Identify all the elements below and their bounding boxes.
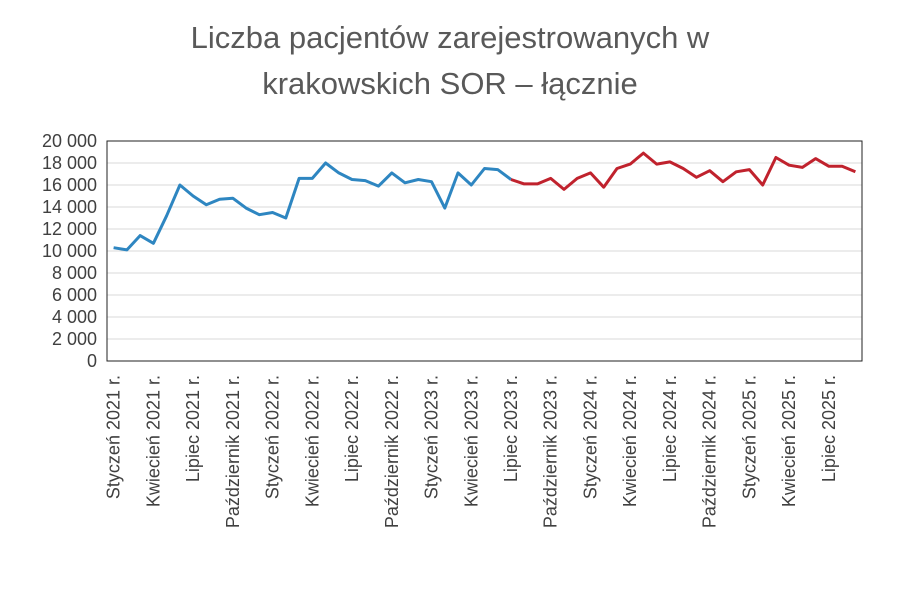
y-tick-label: 4 000 bbox=[52, 307, 97, 327]
y-tick-label: 20 000 bbox=[42, 131, 97, 151]
y-tick-label: 6 000 bbox=[52, 285, 97, 305]
y-tick-label: 2 000 bbox=[52, 329, 97, 349]
chart-title-line-2: krakowskich SOR – łącznie bbox=[262, 66, 638, 101]
x-tick-label: Styczeń 2024 r. bbox=[580, 375, 600, 499]
gridlines bbox=[107, 140, 862, 362]
x-tick-label: Kwiecień 2021 r. bbox=[143, 375, 163, 507]
x-tick-label: Październik 2023 r. bbox=[541, 375, 561, 528]
y-tick-label: 10 000 bbox=[42, 241, 97, 261]
y-tick-label: 12 000 bbox=[42, 219, 97, 239]
y-tick-label: 8 000 bbox=[52, 263, 97, 283]
x-axis-ticks: Styczeń 2021 r. Kwiecień 2021 r. Lipiec 20… bbox=[104, 375, 839, 528]
x-tick-label: Styczeń 2022 r. bbox=[263, 375, 283, 499]
x-tick-label: Październik 2022 r. bbox=[382, 375, 402, 528]
x-tick-label: Lipiec 2021 r. bbox=[183, 375, 203, 482]
series-line-1 bbox=[113, 161, 512, 252]
series-line-2 bbox=[510, 151, 856, 191]
x-tick-label: Lipiec 2023 r. bbox=[501, 375, 521, 482]
y-tick-label: 0 bbox=[87, 351, 97, 371]
y-tick-label: 18 000 bbox=[42, 153, 97, 173]
x-tick-label: Lipiec 2022 r. bbox=[342, 375, 362, 482]
x-tick-label: Kwiecień 2024 r. bbox=[620, 375, 640, 507]
x-tick-label: Lipiec 2025 r. bbox=[819, 375, 839, 482]
x-tick-label: Kwiecień 2023 r. bbox=[461, 375, 481, 507]
x-tick-label: Kwiecień 2022 r. bbox=[302, 375, 322, 507]
y-tick-label: 14 000 bbox=[42, 197, 97, 217]
series-lines bbox=[113, 151, 856, 252]
x-tick-label: Styczeń 2021 r. bbox=[104, 375, 124, 499]
y-tick-label: 16 000 bbox=[42, 175, 97, 195]
x-tick-label: Kwiecień 2025 r. bbox=[779, 375, 799, 507]
x-tick-label: Styczeń 2025 r. bbox=[739, 375, 759, 499]
x-tick-label: Styczeń 2023 r. bbox=[422, 375, 442, 499]
x-tick-label: Październik 2024 r. bbox=[700, 375, 720, 528]
chart-title-line-1: Liczba pacjentów zarejestrowanych w bbox=[190, 20, 710, 55]
plot-area-border bbox=[106, 140, 863, 362]
x-tick-label: Lipiec 2024 r. bbox=[660, 375, 680, 482]
x-tick-label: Październik 2021 r. bbox=[223, 375, 243, 528]
